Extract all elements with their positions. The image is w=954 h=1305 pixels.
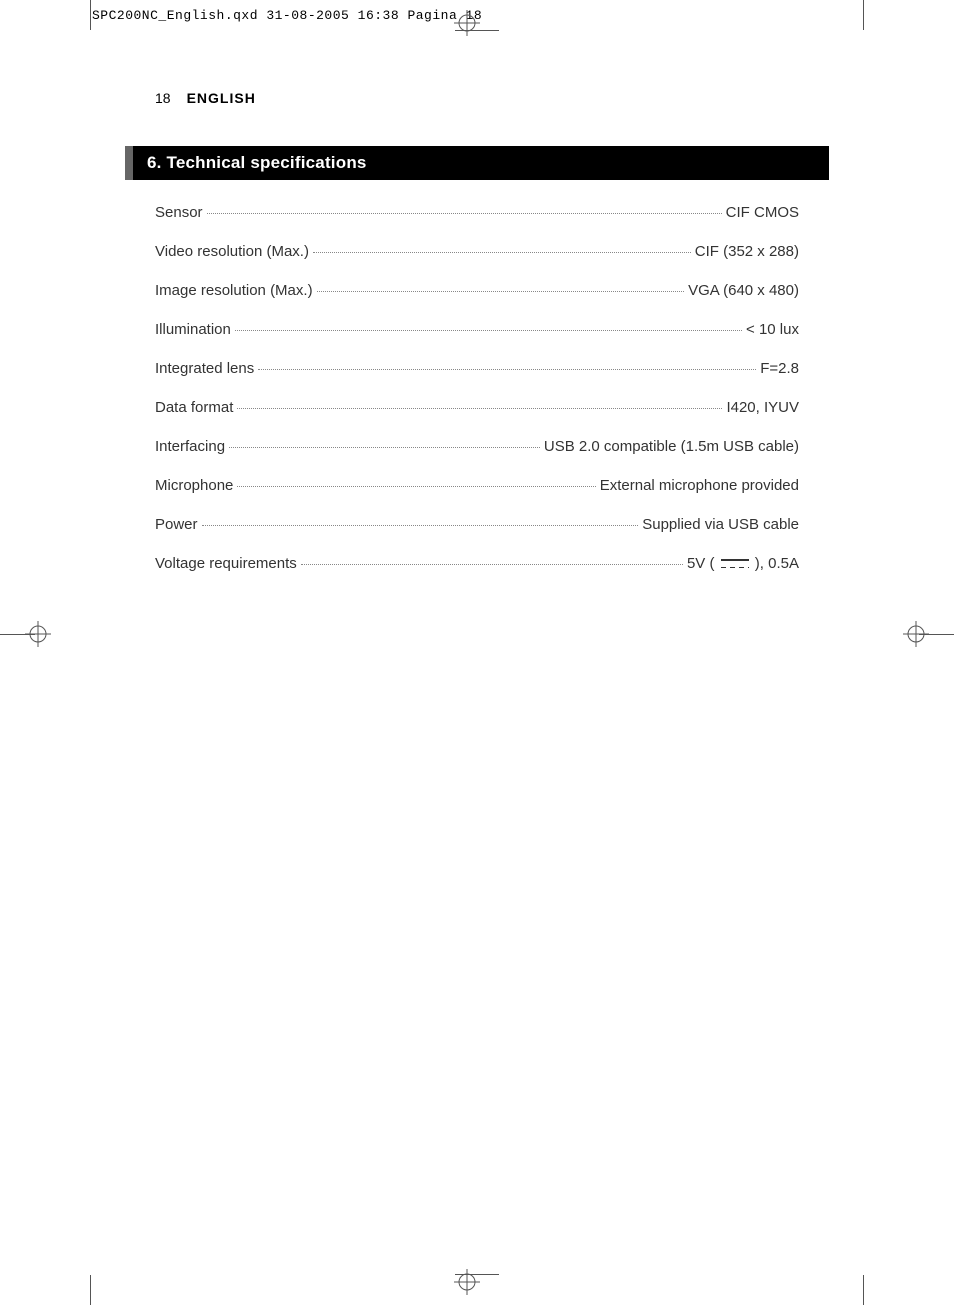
dot-leader	[207, 213, 722, 214]
spec-row: Illumination < 10 lux	[155, 321, 799, 338]
spec-row: Image resolution (Max.) VGA (640 x 480)	[155, 282, 799, 299]
dc-current-icon	[721, 559, 749, 569]
crop-mark	[863, 0, 864, 30]
spec-row: Video resolution (Max.) CIF (352 x 288)	[155, 243, 799, 260]
spec-label: Integrated lens	[155, 360, 254, 377]
dot-leader	[202, 525, 639, 526]
spec-label: Power	[155, 516, 198, 533]
spec-value: CIF (352 x 288)	[695, 243, 799, 260]
spec-label: Illumination	[155, 321, 231, 338]
language-label: ENGLISH	[187, 90, 256, 106]
spec-row: Interfacing USB 2.0 compatible (1.5m USB…	[155, 438, 799, 455]
dot-leader	[258, 369, 756, 370]
spec-list: Sensor CIF CMOS Video resolution (Max.) …	[125, 204, 829, 572]
crop-file-info: SPC200NC_English.qxd 31-08-2005 16:38 Pa…	[92, 8, 482, 23]
crop-mark	[863, 1275, 864, 1305]
spec-label: Voltage requirements	[155, 555, 297, 572]
dot-leader	[301, 564, 683, 565]
spec-label: Video resolution (Max.)	[155, 243, 309, 260]
spec-label: Interfacing	[155, 438, 225, 455]
spec-value: F=2.8	[760, 360, 799, 377]
section-title-bar: 6. Technical specifications	[125, 146, 829, 180]
page-number: 18	[155, 90, 171, 106]
spec-row: Microphone External microphone provided	[155, 477, 799, 494]
registration-mark-icon	[25, 621, 51, 647]
page-content: 18 ENGLISH 6. Technical specifications S…	[90, 30, 864, 1275]
dot-leader	[235, 330, 742, 331]
registration-mark-icon	[903, 621, 929, 647]
spec-value-prefix: 5V (	[687, 555, 719, 572]
spec-row: Power Supplied via USB cable	[155, 516, 799, 533]
crop-mark	[90, 1275, 91, 1305]
spec-label: Sensor	[155, 204, 203, 221]
spec-value: Supplied via USB cable	[642, 516, 799, 533]
spec-row: Integrated lens F=2.8	[155, 360, 799, 377]
dot-leader	[313, 252, 691, 253]
dot-leader	[317, 291, 685, 292]
spec-value-suffix: ), 0.5A	[751, 555, 799, 572]
spec-label: Image resolution (Max.)	[155, 282, 313, 299]
spec-value: CIF CMOS	[726, 204, 799, 221]
spec-value: 5V ( ), 0.5A	[687, 555, 799, 572]
crop-mark	[90, 0, 91, 30]
dot-leader	[237, 486, 595, 487]
spec-label: Microphone	[155, 477, 233, 494]
running-head: 18 ENGLISH	[125, 90, 829, 106]
dot-leader	[229, 447, 540, 448]
spec-label: Data format	[155, 399, 233, 416]
spec-row: Voltage requirements 5V ( ), 0.5A	[155, 555, 799, 572]
spec-value: I420, IYUV	[726, 399, 799, 416]
spec-value: USB 2.0 compatible (1.5m USB cable)	[544, 438, 799, 455]
spec-value: External microphone provided	[600, 477, 799, 494]
spec-row: Data format I420, IYUV	[155, 399, 799, 416]
spec-row: Sensor CIF CMOS	[155, 204, 799, 221]
spec-value: VGA (640 x 480)	[688, 282, 799, 299]
spec-value: < 10 lux	[746, 321, 799, 338]
dot-leader	[237, 408, 722, 409]
